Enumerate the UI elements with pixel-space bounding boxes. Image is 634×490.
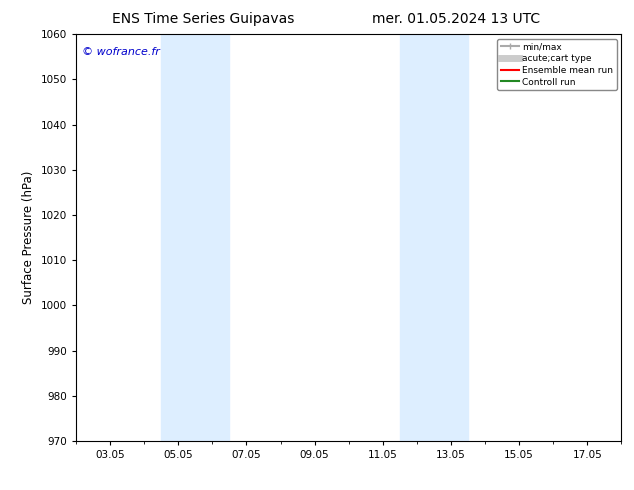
Y-axis label: Surface Pressure (hPa): Surface Pressure (hPa) [22,171,36,304]
Bar [400,34,468,441]
Text: ENS Time Series Guipavas: ENS Time Series Guipavas [112,12,294,26]
Text: © wofrance.fr: © wofrance.fr [82,47,159,56]
Bar [161,34,230,441]
Text: mer. 01.05.2024 13 UTC: mer. 01.05.2024 13 UTC [372,12,541,26]
Legend: min/max, acute;cart type, Ensemble mean run, Controll run: min/max, acute;cart type, Ensemble mean … [497,39,617,90]
